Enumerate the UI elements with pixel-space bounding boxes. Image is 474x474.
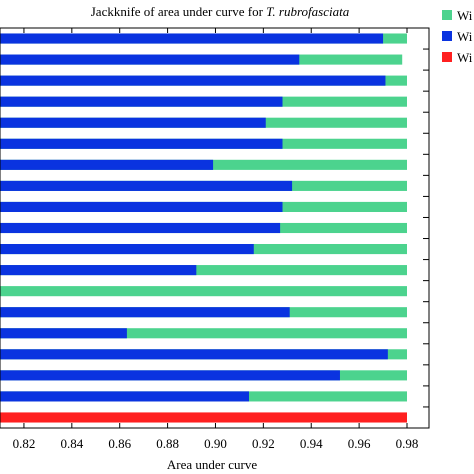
bar-with-only-variable-1: [0, 33, 384, 44]
bar-without-variable-15: [0, 328, 407, 339]
bar-with-only-variable-7: [0, 159, 214, 170]
bar-without-variable-12: [0, 265, 407, 276]
chart-title-species: T. rubrofasciata: [266, 4, 350, 19]
bar-with-only-variable-2: [0, 54, 300, 65]
bar-all-variables: [0, 412, 407, 423]
x-tick-label-0.96: 0.96: [348, 436, 371, 451]
x-tick-label-0.98: 0.98: [396, 436, 419, 451]
bar-with-only-variable-5: [0, 117, 266, 128]
bar-with-only-variable-15: [0, 328, 127, 339]
x-tick-label-0.88: 0.88: [156, 436, 179, 451]
bar-with-only-variable-18: [0, 391, 249, 402]
bar-with-only-variable-16: [0, 349, 388, 360]
bar-with-only-variable-12: [0, 265, 197, 276]
chart-title-prefix: Jackknife of area under curve for: [91, 4, 266, 19]
bar-with-only-variable-4: [0, 96, 283, 107]
x-tick-label-0.86: 0.86: [108, 436, 131, 451]
x-tick-label-0.94: 0.94: [300, 436, 323, 451]
x-axis-label: Area under curve: [167, 457, 257, 472]
bar-with-only-variable-14: [0, 307, 290, 318]
x-tick-label-0.82: 0.82: [13, 436, 36, 451]
ticks-layer: 0.82 0.84 0.86 0.88 0.90 0.92 0.94 0.96 0.98: [13, 28, 429, 451]
x-tick-label-0.84: 0.84: [60, 436, 83, 451]
bar-with-only-variable-10: [0, 222, 281, 234]
legend-label-3: Wi: [457, 50, 473, 65]
bar-without-variable-13: [0, 286, 407, 297]
bar-with-only-variable-11: [0, 244, 254, 255]
plot-frame: [0, 27, 430, 429]
bar-with-only-variable-8: [0, 180, 293, 191]
bars-layer: [0, 33, 407, 423]
bar-with-only-variable-9: [0, 201, 283, 212]
chart-title: Jackknife of area under curve for T. rub…: [91, 4, 350, 19]
legend-swatch-3: [442, 52, 452, 62]
x-tick-label-0.92: 0.92: [252, 436, 275, 451]
legend-swatch-1: [442, 10, 452, 20]
bar-with-only-variable-3: [0, 75, 386, 86]
legend-label-2: Wi: [457, 29, 473, 44]
x-tick-label-0.90: 0.90: [204, 436, 227, 451]
bar-with-only-variable-6: [0, 138, 283, 149]
legend: Wi Wi Wi: [442, 8, 473, 65]
legend-swatch-2: [442, 31, 452, 41]
legend-label-1: Wi: [457, 8, 473, 23]
bar-with-only-variable-17: [0, 370, 340, 381]
